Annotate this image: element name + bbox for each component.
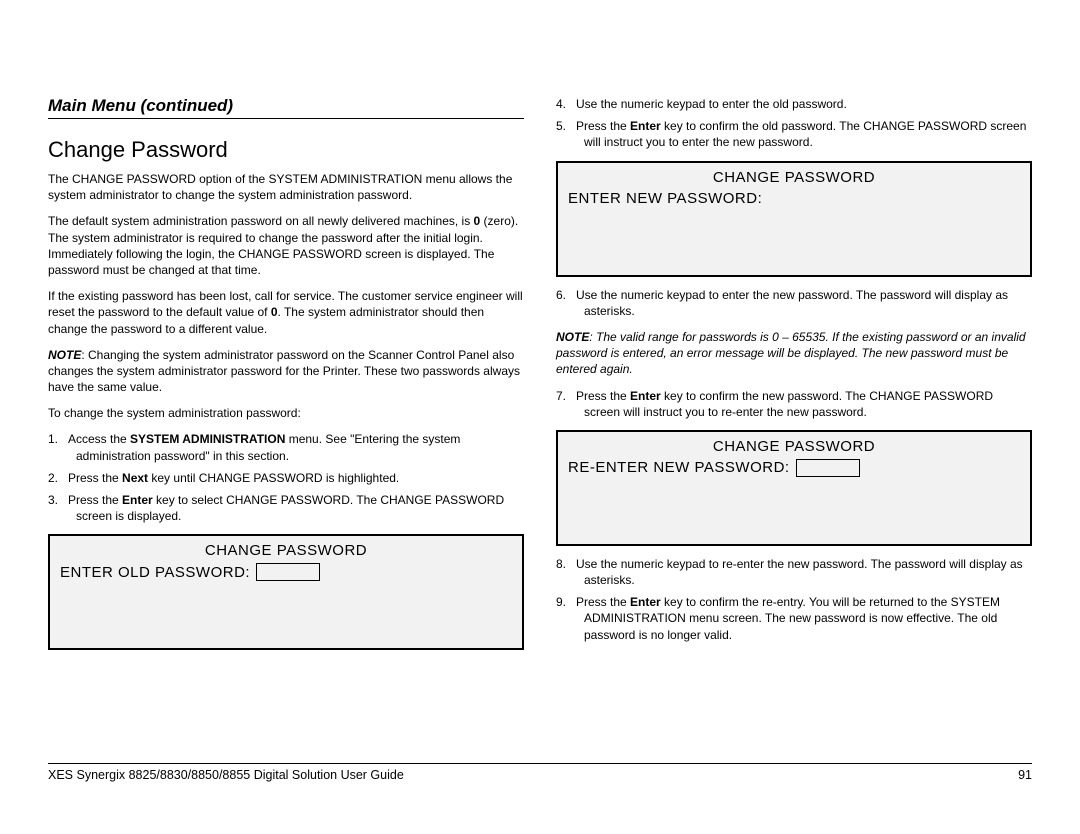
instruction-lead: To change the system administration pass… xyxy=(48,405,524,421)
step-2: 2.Press the Next key until CHANGE PASSWO… xyxy=(48,470,524,486)
step-2-b: key until CHANGE PASSWORD is highlighted… xyxy=(148,471,399,485)
steps-right-a: 4.Use the numeric keypad to enter the ol… xyxy=(556,96,1032,151)
screen-1-title: CHANGE PASSWORD xyxy=(60,542,512,559)
intro-para-2: The default system administration passwo… xyxy=(48,213,524,278)
step-6-text: Use the numeric keypad to enter the new … xyxy=(576,288,1008,318)
step-2-bold: Next xyxy=(122,471,148,485)
p2-a: The default system administration passwo… xyxy=(48,214,474,228)
step-4: 4.Use the numeric keypad to enter the ol… xyxy=(556,96,1032,112)
note-1-body: : Changing the system administrator pass… xyxy=(48,348,520,394)
screen-old-password: CHANGE PASSWORD ENTER OLD PASSWORD: xyxy=(48,534,524,650)
step-3-a: Press the xyxy=(68,493,122,507)
page-footer: XES Synergix 8825/8830/8850/8855 Digital… xyxy=(48,763,1032,782)
step-8-text: Use the numeric keypad to re-enter the n… xyxy=(576,557,1023,587)
screen-1-row: ENTER OLD PASSWORD: xyxy=(60,564,250,581)
page-heading: Change Password xyxy=(48,137,524,163)
step-3-bold: Enter xyxy=(122,493,153,507)
note-1: NOTE: Changing the system administrator … xyxy=(48,347,524,396)
steps-left: 1.Access the SYSTEM ADMINISTRATION menu.… xyxy=(48,431,524,524)
step-8: 8.Use the numeric keypad to re-enter the… xyxy=(556,556,1032,588)
steps-right-b: 6.Use the numeric keypad to enter the ne… xyxy=(556,287,1032,319)
step-9: 9.Press the Enter key to confirm the re-… xyxy=(556,594,1032,643)
left-column: Main Menu (continued) Change Password Th… xyxy=(48,96,524,660)
intro-para-3: If the existing password has been lost, … xyxy=(48,288,524,337)
step-1-bold: SYSTEM ADMINISTRATION xyxy=(130,432,285,446)
step-5: 5.Press the Enter key to confirm the old… xyxy=(556,118,1032,150)
password-entry-box-icon xyxy=(796,459,860,477)
note-2-body: : The valid range for passwords is 0 – 6… xyxy=(556,330,1026,376)
step-7: 7.Press the Enter key to confirm the new… xyxy=(556,388,1032,420)
right-column: 4.Use the numeric keypad to enter the ol… xyxy=(556,96,1032,660)
step-3: 3.Press the Enter key to select CHANGE P… xyxy=(48,492,524,524)
step-2-a: Press the xyxy=(68,471,122,485)
screen-2-row: ENTER NEW PASSWORD: xyxy=(568,190,762,207)
step-1: 1.Access the SYSTEM ADMINISTRATION menu.… xyxy=(48,431,524,463)
section-header: Main Menu (continued) xyxy=(48,96,524,119)
step-6: 6.Use the numeric keypad to enter the ne… xyxy=(556,287,1032,319)
step-9-a: Press the xyxy=(576,595,630,609)
password-entry-box-icon xyxy=(256,563,320,581)
screen-new-password: CHANGE PASSWORD ENTER NEW PASSWORD: xyxy=(556,161,1032,277)
page-number: 91 xyxy=(1018,768,1032,782)
footer-title: XES Synergix 8825/8830/8850/8855 Digital… xyxy=(48,768,404,782)
note-2: NOTE: The valid range for passwords is 0… xyxy=(556,329,1032,378)
screen-3-title: CHANGE PASSWORD xyxy=(568,438,1020,455)
step-1-a: Access the xyxy=(68,432,130,446)
step-7-bold: Enter xyxy=(630,389,661,403)
intro-para-1: The CHANGE PASSWORD option of the SYSTEM… xyxy=(48,171,524,203)
step-4-text: Use the numeric keypad to enter the old … xyxy=(576,97,847,111)
step-7-a: Press the xyxy=(576,389,630,403)
note-2-label: NOTE xyxy=(556,330,589,344)
screen-2-title: CHANGE PASSWORD xyxy=(568,169,1020,186)
step-5-bold: Enter xyxy=(630,119,661,133)
note-1-label: NOTE xyxy=(48,348,81,362)
steps-right-d: 8.Use the numeric keypad to re-enter the… xyxy=(556,556,1032,643)
step-9-bold: Enter xyxy=(630,595,661,609)
step-5-a: Press the xyxy=(576,119,630,133)
screen-3-row: RE-ENTER NEW PASSWORD: xyxy=(568,459,790,476)
steps-right-c: 7.Press the Enter key to confirm the new… xyxy=(556,388,1032,420)
screen-reenter-password: CHANGE PASSWORD RE-ENTER NEW PASSWORD: xyxy=(556,430,1032,546)
p3-bold: 0 xyxy=(271,305,278,319)
